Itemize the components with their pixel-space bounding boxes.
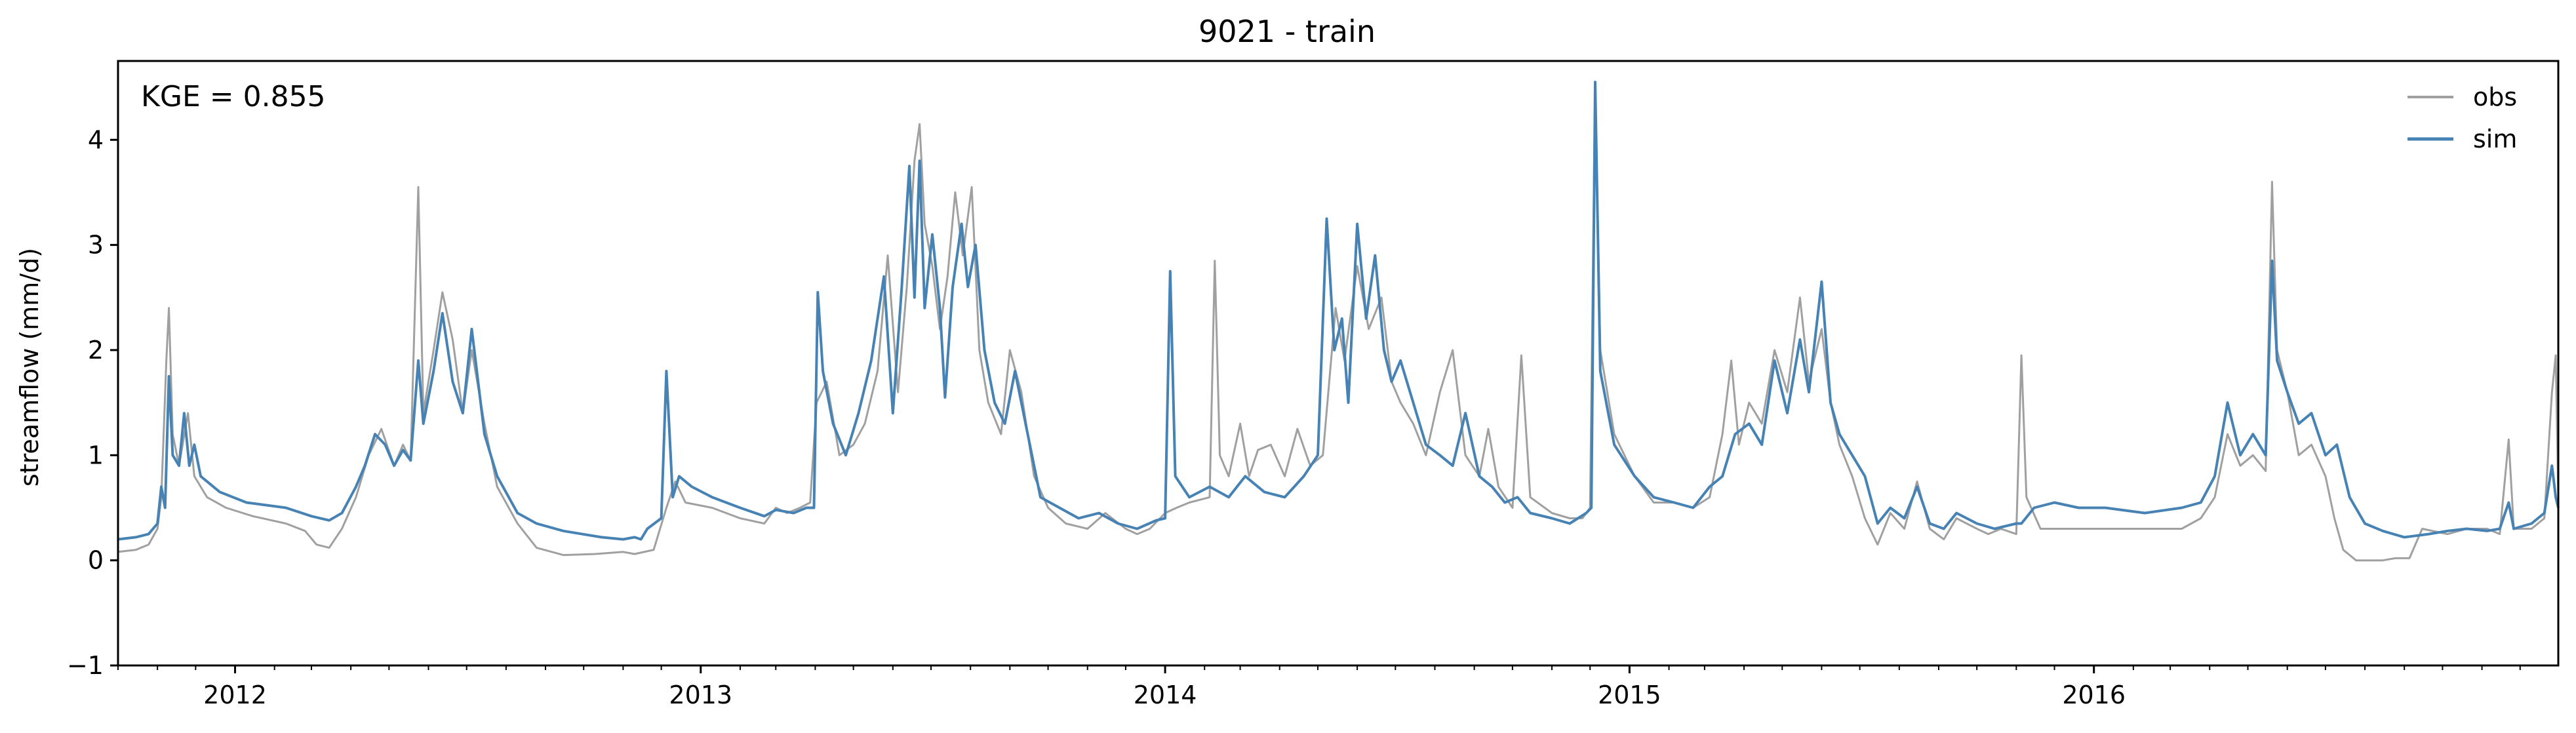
kge-annotation: KGE = 0.855 [141, 80, 326, 113]
y-tick-label: 0 [88, 546, 104, 575]
y-tick-label: 1 [88, 441, 104, 469]
series-lines [117, 81, 2560, 562]
chart-title: 9021 - train [1199, 14, 1376, 49]
x-tick-label: 2015 [1598, 681, 1661, 709]
x-tick-label: 2016 [2062, 681, 2126, 709]
legend-label-obs: obs [2473, 83, 2517, 111]
plot-frame [117, 60, 2560, 667]
y-tick-label: −1 [67, 651, 104, 680]
x-tick-label: 2012 [203, 681, 267, 709]
y-tick-label: 2 [88, 336, 104, 365]
x-axis-ticks: 2012 2013 2014 2015 2016 [117, 665, 2521, 709]
y-tick-label: 3 [88, 231, 104, 260]
y-axis-label: streamflow (mm/d) [15, 248, 44, 486]
legend-label-sim: sim [2473, 125, 2517, 153]
x-tick-label: 2014 [1134, 681, 1197, 709]
legend: obs sim [2408, 83, 2517, 153]
y-axis-ticks: −1 0 1 2 3 4 [67, 125, 118, 680]
x-tick-label: 2013 [669, 681, 732, 709]
y-tick-label: 4 [88, 125, 104, 154]
series-line-sim [117, 81, 2560, 541]
